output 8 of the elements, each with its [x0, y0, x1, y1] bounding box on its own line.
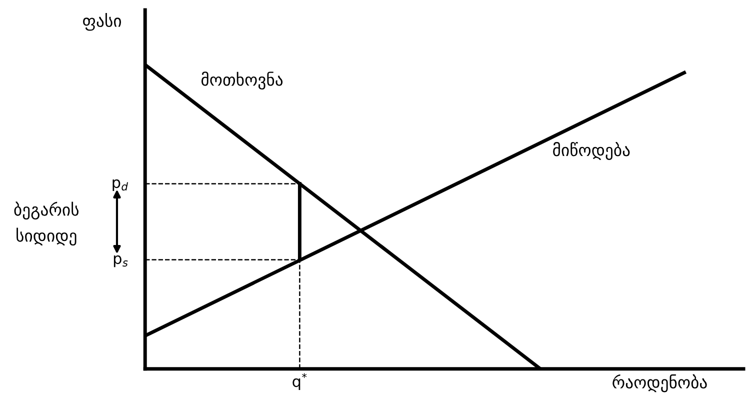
- x-axis-title: რაოდენობა: [612, 374, 707, 392]
- text: q$^{*}$: [292, 373, 307, 390]
- series-label: მიწოდება: [553, 142, 630, 160]
- series-label: მოთხოვნა: [201, 72, 283, 90]
- ref-line-label: p$_{d}$: [112, 179, 128, 192]
- text: ბეგარის სიდიდე: [14, 202, 78, 246]
- y-axis-title: ფასი: [83, 13, 121, 31]
- ref-line-label: p$_{s}$: [114, 255, 128, 268]
